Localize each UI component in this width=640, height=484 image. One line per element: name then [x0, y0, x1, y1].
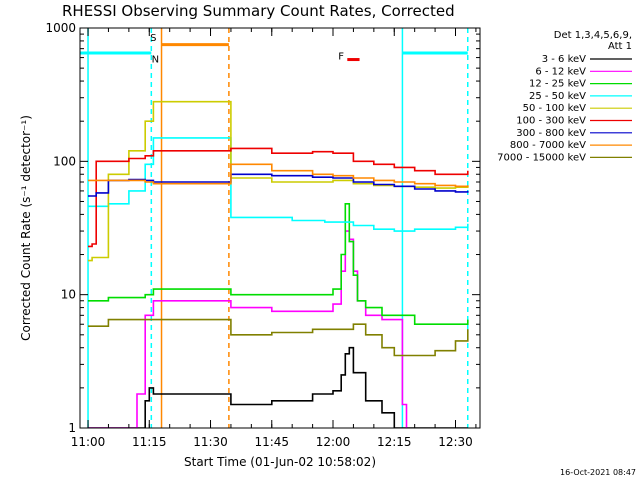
footer-timestamp: 16-Oct-2021 08:47 [560, 468, 636, 477]
y-tick-label-1: 10 [61, 288, 76, 302]
legend-label-5: 100 - 300 keV [516, 116, 586, 127]
legend-label-0: 3 - 6 keV [542, 54, 586, 65]
x-axis-label: Start Time (01-Jun-02 10:58:02) [184, 455, 376, 469]
x-tick-label-1: 11:15 [132, 435, 167, 449]
x-tick-label-3: 11:45 [254, 435, 289, 449]
legend-label-6: 300 - 800 keV [516, 128, 586, 139]
legend-label-2: 12 - 25 keV [529, 79, 586, 90]
legend-label-3: 25 - 50 keV [529, 91, 586, 102]
y-axis-label: Corrected Count Rate (s⁻¹ detector⁻¹) [19, 115, 33, 341]
marker-label-2: F [338, 52, 344, 63]
marker-label-1: N [152, 55, 159, 66]
legend-header-1: Att 1 [608, 41, 632, 52]
series-line-3 [88, 137, 469, 232]
legend-header-0: Det 1,3,4,5,6,9, [554, 30, 632, 41]
marker-label-0: S [150, 33, 156, 44]
x-tick-label-5: 12:15 [377, 435, 412, 449]
series-line-2 [88, 203, 469, 325]
series-line-4 [88, 100, 469, 262]
plot-area [80, 28, 469, 428]
y-tick-label-3: 1000 [45, 21, 76, 35]
x-tick-label-2: 11:30 [193, 435, 228, 449]
series-line-7 [88, 163, 469, 188]
legend-label-1: 6 - 12 keV [535, 66, 586, 77]
series-line-5 [88, 147, 469, 248]
legend-label-8: 7000 - 15000 keV [497, 152, 586, 163]
series-line-8 [88, 318, 469, 357]
plot-frame [79, 27, 481, 429]
y-tick-label-2: 100 [53, 154, 76, 168]
x-tick-label-6: 12:30 [438, 435, 473, 449]
series-line-0 [88, 346, 468, 428]
legend-label-7: 800 - 7000 keV [510, 140, 586, 151]
legend-label-4: 50 - 100 keV [523, 103, 587, 114]
x-tick-label-0: 11:00 [71, 435, 106, 449]
chart-title: RHESSI Observing Summary Count Rates, Co… [62, 2, 455, 20]
x-tick-label-4: 12:00 [316, 435, 351, 449]
y-tick-label-0: 1 [68, 421, 76, 435]
